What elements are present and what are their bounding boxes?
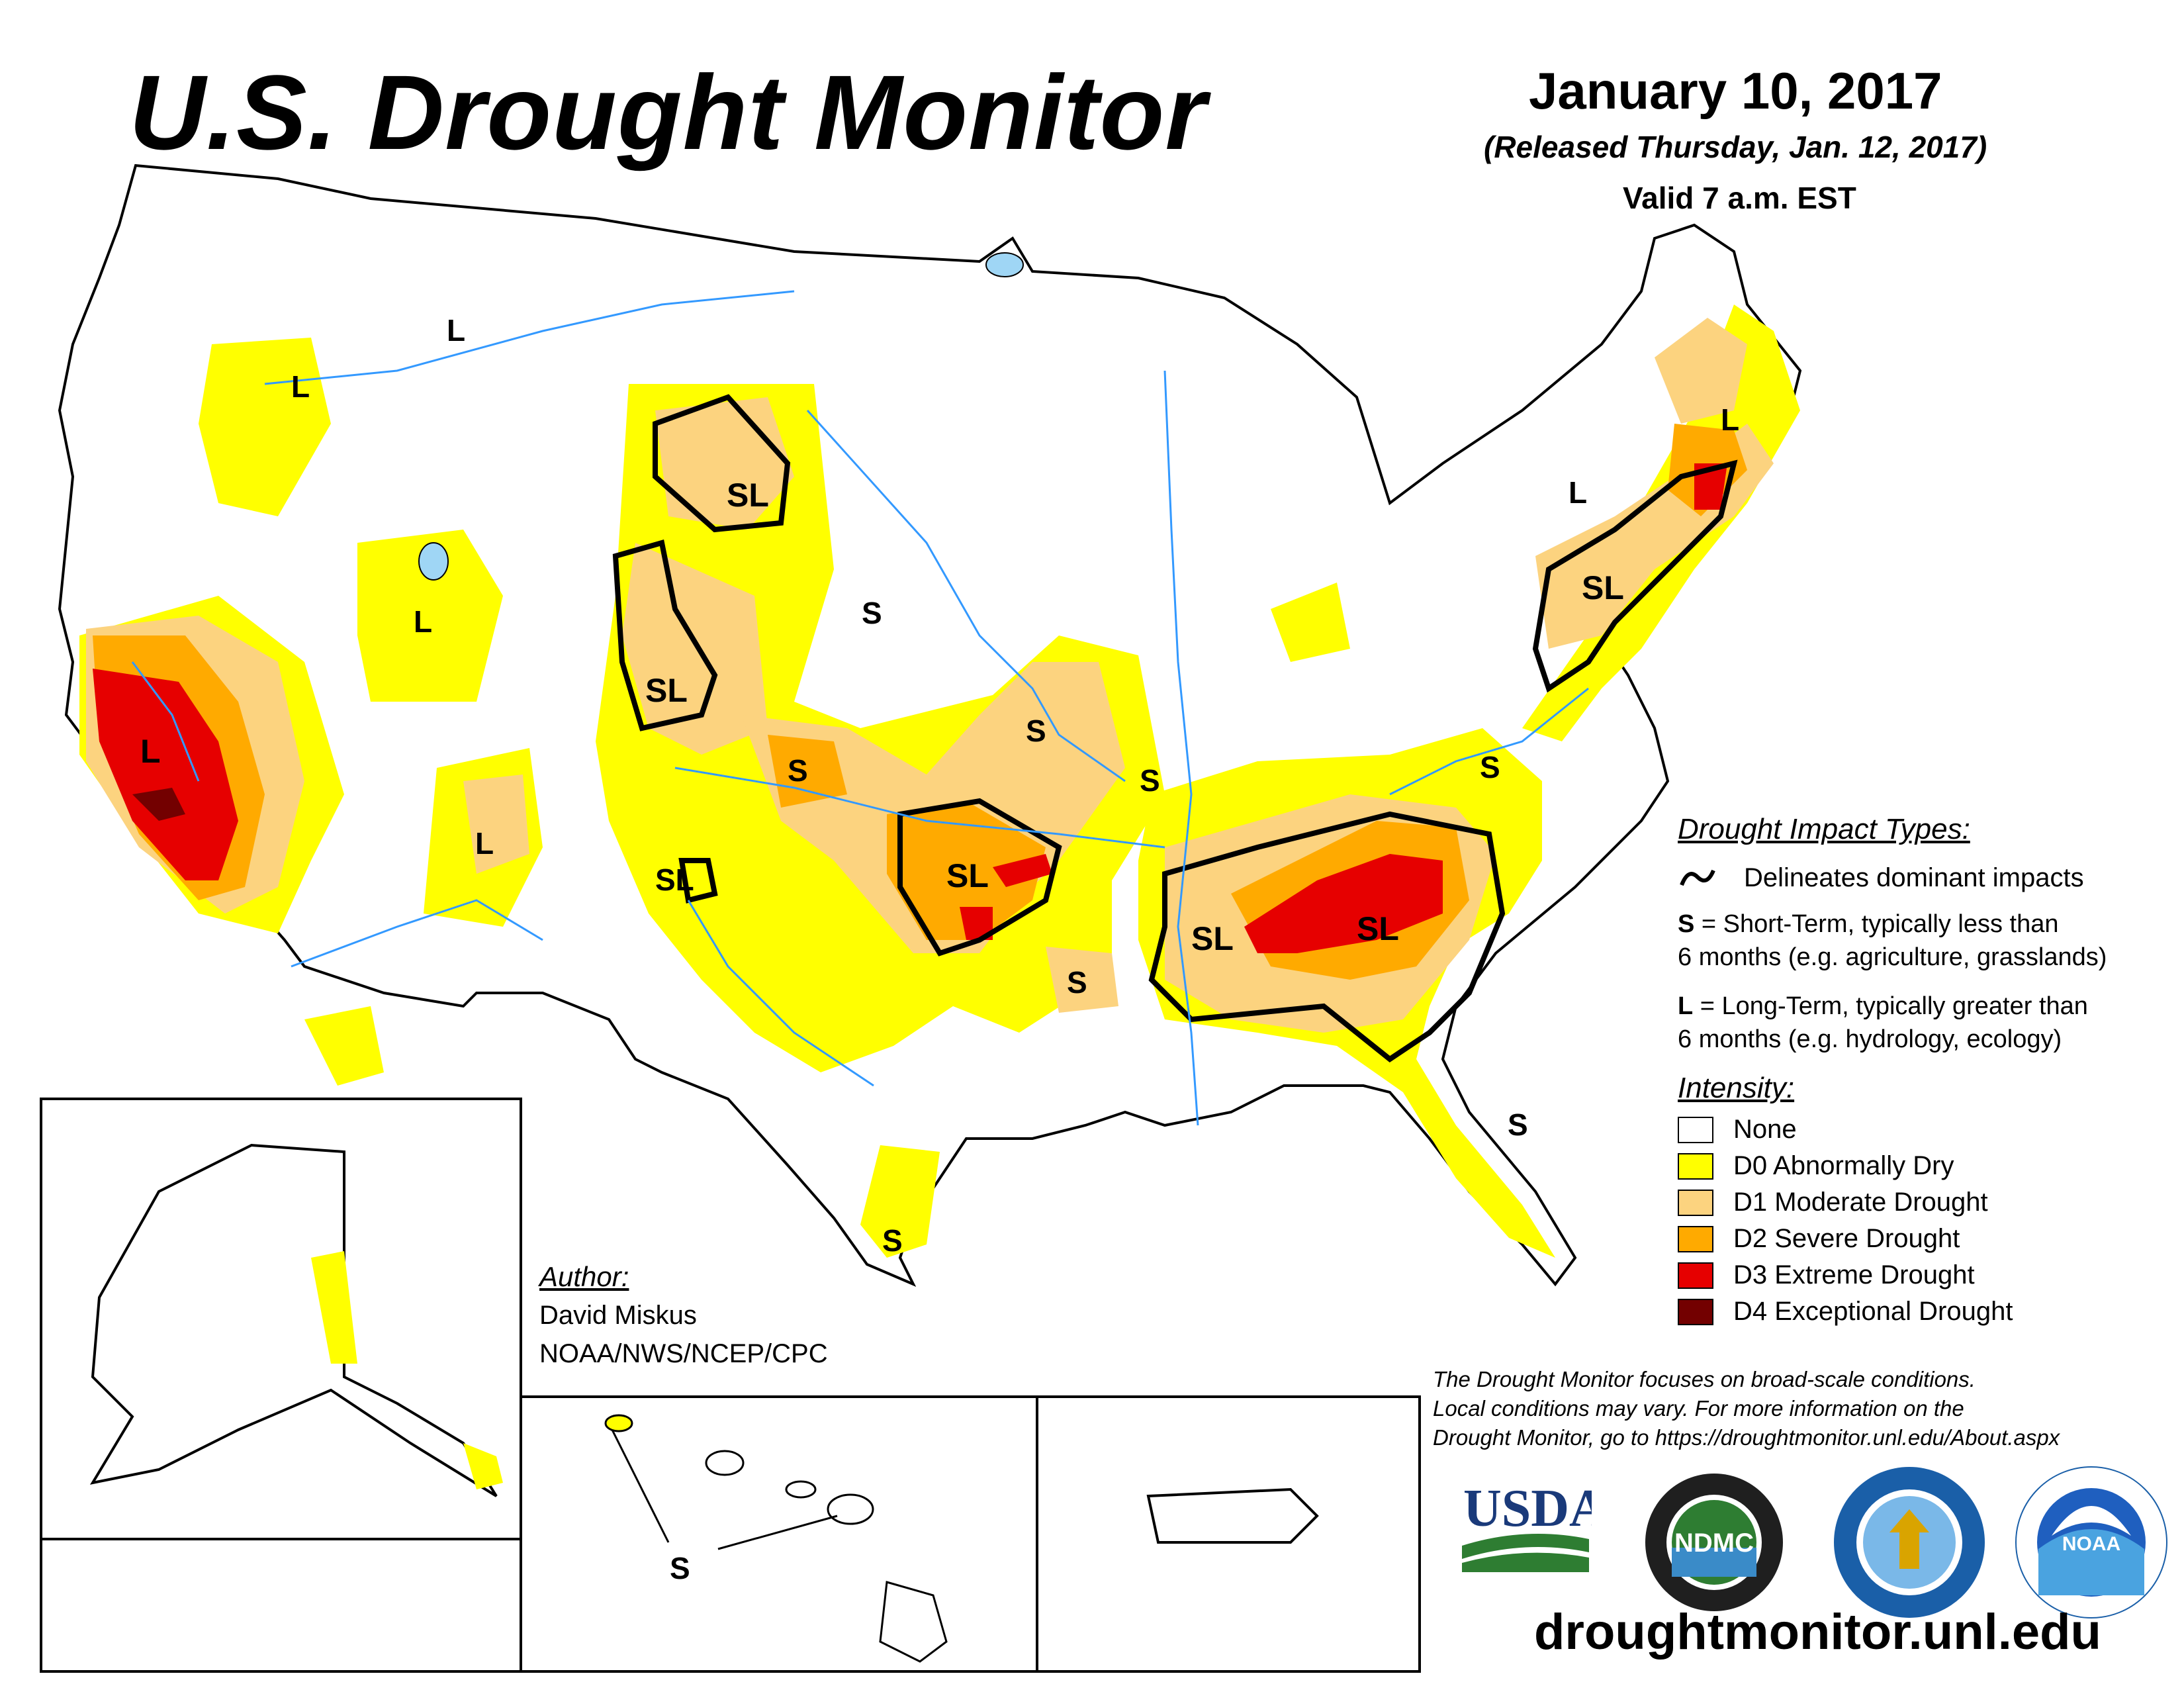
short-term-key: S <box>1678 910 1695 938</box>
ndmc-logo: NDMC <box>1645 1474 1783 1611</box>
map-label-sl-ms: SL <box>1191 920 1234 957</box>
d4-area <box>132 788 185 821</box>
author-org: NOAA/NWS/NCEP/CPC <box>539 1339 828 1368</box>
intensity-row: None <box>1678 1111 2181 1148</box>
website-url: droughtmonitor.unl.edu <box>1534 1604 2101 1660</box>
long-term-key: L <box>1678 992 1694 1020</box>
map-title: U.S. Drought Monitor <box>129 53 1207 171</box>
map-label-s-hi: S <box>670 1551 690 1585</box>
noaa-logo-text: NOAA <box>2062 1533 2120 1555</box>
intensity-row: D0 Abnormally Dry <box>1678 1148 2181 1184</box>
author-name: David Miskus <box>539 1301 697 1330</box>
intensity-swatch <box>1678 1225 1713 1252</box>
intensity-row: D3 Extreme Drought <box>1678 1257 2181 1293</box>
usda-logo: USDA <box>1462 1479 1592 1572</box>
long-term-text-2: 6 months (e.g. hydrology, ecology) <box>1678 1025 2062 1053</box>
intensity-label: None <box>1733 1115 1797 1144</box>
noaa-logo: NOAA <box>2015 1466 2167 1618</box>
intensity-swatch <box>1678 1152 1713 1180</box>
map-label-s-va: S <box>1480 750 1500 784</box>
intensity-row: D2 Severe Drought <box>1678 1221 2181 1257</box>
intensity-swatch <box>1678 1116 1713 1143</box>
long-term-text-1: = Long-Term, typically greater than <box>1693 992 2088 1020</box>
disclaimer-line-2: Local conditions may vary. For more info… <box>1433 1396 1964 1421</box>
impact-heading: Drought Impact Types: <box>1678 813 1970 845</box>
map-date: January 10, 2017 <box>1529 62 1942 120</box>
intensity-heading: Intensity: <box>1678 1072 1795 1104</box>
ndmc-logo-text: NDMC <box>1674 1528 1754 1558</box>
impact-line-icon <box>1680 869 1715 886</box>
usda-logo-text: USDA <box>1463 1479 1592 1538</box>
impact-lines <box>612 394 1738 1062</box>
long-term-desc: L = Long-Term, typically greater than 6 … <box>1678 990 2181 1056</box>
map-label-s-mo: S <box>1026 714 1046 748</box>
author-block: Author: David Miskus NOAA/NWS/NCEP/CPC <box>539 1258 828 1373</box>
disclaimer: The Drought Monitor focuses on broad-sca… <box>1433 1365 2174 1452</box>
alaska-inset <box>40 1098 522 1673</box>
map-label-l-ca: L <box>140 733 161 770</box>
lakes <box>418 252 1024 581</box>
map-label-l-ny: L <box>1569 475 1587 510</box>
disclaimer-line-1: The Drought Monitor focuses on broad-sca… <box>1433 1367 1976 1391</box>
intensity-swatch <box>1678 1298 1713 1325</box>
map-label-s-tx: S <box>882 1223 903 1258</box>
map-label-sl-ga: SL <box>1357 910 1399 947</box>
intensity-label: D2 Severe Drought <box>1733 1224 1960 1253</box>
release-date: (Released Thursday, Jan. 12, 2017) <box>1484 130 1987 164</box>
map-label-s-ne: S <box>862 596 882 630</box>
map-label-s-ks: S <box>788 753 808 788</box>
map-label-sl-ok: SL <box>946 857 989 894</box>
author-heading: Author: <box>539 1261 629 1292</box>
intensity-row: D1 Moderate Drought <box>1678 1184 2181 1221</box>
puerto-rico-inset <box>1036 1395 1421 1673</box>
map-label-l-az: L <box>475 826 494 861</box>
map-label-l-wa: L <box>291 369 310 404</box>
map-label-s-ar: S <box>1067 965 1087 1000</box>
delineates-row: Delineates dominant impacts <box>1678 863 2181 893</box>
d3-areas <box>93 463 1727 953</box>
short-term-text-1: = Short-Term, typically less than <box>1694 910 2059 938</box>
legend: Drought Impact Types: Delineates dominan… <box>1678 813 2181 1330</box>
short-term-text-2: 6 months (e.g. agriculture, grasslands) <box>1678 943 2107 971</box>
map-label-l-id: L <box>447 313 465 348</box>
map-label-sl-nm: SL <box>655 863 694 897</box>
intensity-label: D1 Moderate Drought <box>1733 1188 1988 1217</box>
hawaii-inset: S <box>520 1395 1038 1673</box>
intensity-label: D3 Extreme Drought <box>1733 1260 1975 1289</box>
intensity-row: D4 Exceptional Drought <box>1678 1293 2181 1330</box>
intensity-label: D4 Exceptional Drought <box>1733 1297 2013 1326</box>
map-label-l-nh: L <box>1721 402 1739 437</box>
map-label-sl-co: SL <box>645 672 688 709</box>
disclaimer-line-3: Drought Monitor, go to https://droughtmo… <box>1433 1425 2060 1450</box>
map-label-l-ut: L <box>414 604 432 639</box>
valid-time: Valid 7 a.m. EST <box>1623 181 1856 215</box>
rivers <box>131 290 1589 1126</box>
intensity-swatch <box>1678 1189 1713 1216</box>
intensity-label: D0 Abnormally Dry <box>1733 1151 1954 1180</box>
map-label-sl-wy: SL <box>727 477 769 514</box>
map-label-s-fl: S <box>1508 1107 1528 1142</box>
map-label-s-mo2: S <box>1140 763 1160 798</box>
intensity-list: None D0 Abnormally Dry D1 Moderate Drought… <box>1678 1111 2181 1330</box>
intensity-swatch <box>1678 1262 1713 1289</box>
delineates-text: Delineates dominant impacts <box>1744 863 2084 892</box>
commerce-logo <box>1834 1467 1985 1618</box>
map-label-sl-pa: SL <box>1582 569 1624 606</box>
short-term-desc: S = Short-Term, typically less than 6 mo… <box>1678 908 2181 974</box>
